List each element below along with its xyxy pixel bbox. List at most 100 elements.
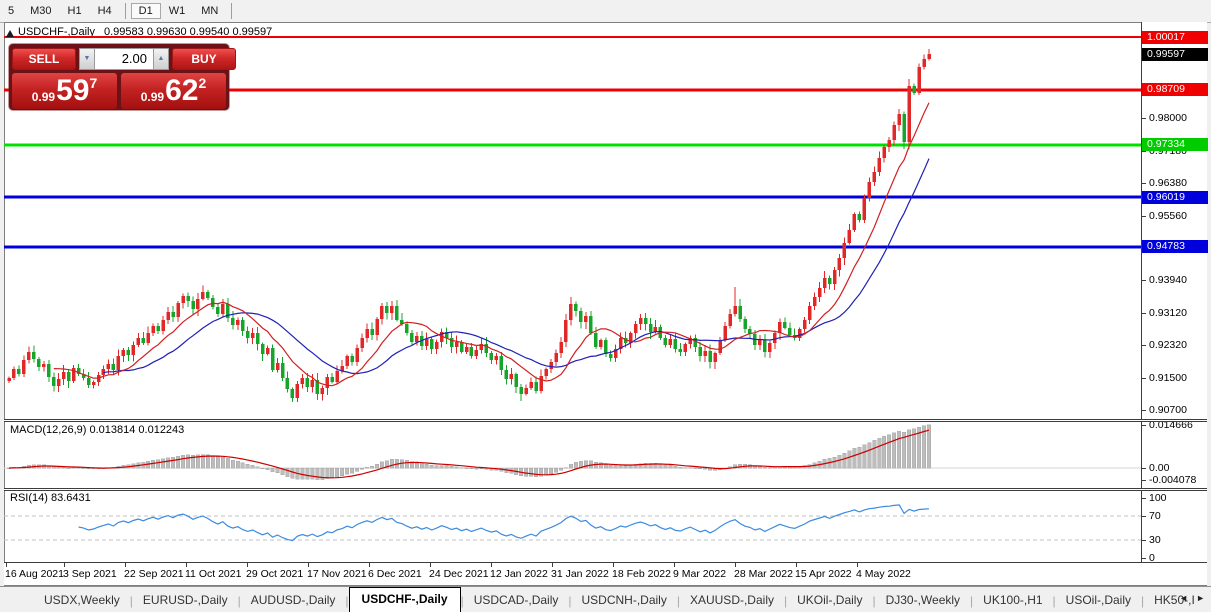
price-badge-0.97334: 0.97334 [1142, 138, 1208, 152]
symbol-tab-bar: USDX,Weekly | EURUSD-,Daily | AUDUSD-,Daily |… [0, 586, 1211, 612]
chart-ohlc-values: 0.99583 0.99630 0.99540 0.99597 [104, 26, 273, 38]
down-arrow-icon: ▼ [83, 55, 91, 62]
price-tick: 0.91500 [1149, 372, 1187, 384]
axis-tick-mark [1142, 540, 1146, 541]
axis-tick-mark [1142, 345, 1146, 347]
rsi-tick: 30 [1149, 534, 1161, 546]
buy-price-big: 62 [165, 74, 199, 107]
tab-audusd-daily[interactable]: AUDUSD-,Daily [250, 593, 336, 607]
tab-separator: | [345, 594, 349, 608]
axis-tick-mark [1142, 215, 1146, 217]
timeframe-m30[interactable]: M30 [30, 5, 52, 17]
x-axis-date: 16 Aug 2021 [5, 568, 64, 580]
tab-usoil-daily[interactable]: USOil-,Daily [1065, 593, 1132, 607]
chart-symbol-label: USDCHF-,Daily [18, 26, 95, 38]
timeframe-mn[interactable]: MN [201, 5, 219, 17]
tab-separator: | [1141, 594, 1145, 608]
macd-tick: -0.004078 [1149, 473, 1197, 486]
tab-scroll-right-icon[interactable]: ► [1196, 593, 1205, 603]
price-badge-0.94783: 0.94783 [1142, 240, 1208, 254]
panel-splitter-macd[interactable] [4, 419, 1207, 422]
rsi-bottom-border [4, 562, 1207, 563]
tab-usdcnh-daily[interactable]: USDCNH-,Daily [581, 593, 667, 607]
date-tick-mark [247, 563, 248, 567]
candlestick-plot[interactable] [4, 22, 1141, 420]
date-tick-mark [857, 563, 858, 567]
macd-tick: 0.00 [1149, 462, 1170, 474]
tab-separator: | [129, 594, 133, 608]
tab-scroll-left-icon[interactable]: ◄ [1179, 593, 1189, 603]
tab-separator: | [970, 594, 974, 608]
rsi-plot[interactable] [4, 491, 1141, 562]
chart-window [4, 22, 1207, 586]
x-axis-date: 3 Sep 2021 [63, 568, 117, 580]
axis-tick-mark [1142, 516, 1146, 517]
tab-separator: | [460, 594, 464, 608]
rsi-tick: 70 [1149, 510, 1161, 522]
price-axis: 0.980000.971800.963800.955600.939400.931… [1141, 22, 1208, 564]
axis-tick-mark [1142, 424, 1146, 426]
price-tick: 0.98000 [1149, 112, 1187, 124]
tab-separator: | [1052, 594, 1056, 608]
price-tick: 0.96380 [1149, 176, 1187, 189]
tab-eurusd-daily[interactable]: EURUSD-,Daily [142, 593, 228, 607]
volume-increase-button[interactable]: ▲ [153, 47, 169, 70]
buy-button[interactable]: BUY [172, 47, 236, 70]
x-axis-date: 18 Feb 2022 [612, 568, 671, 580]
volume-input[interactable] [95, 47, 153, 70]
date-tick-mark [674, 563, 675, 567]
tab-uk100-h1[interactable]: UK100-,H1 [983, 593, 1043, 607]
x-axis-date: 9 Mar 2022 [673, 568, 727, 580]
date-tick-mark [64, 563, 65, 567]
price-tick: 0.93120 [1149, 307, 1187, 320]
axis-tick-mark [1142, 479, 1146, 481]
macd-plot[interactable] [4, 422, 1141, 488]
ma-fast-line [53, 102, 930, 387]
volume-spinner: ▼ ▲ [79, 47, 169, 70]
timeframe-h1[interactable]: H1 [67, 5, 82, 17]
x-axis-date: 4 May 2022 [856, 568, 911, 580]
rsi-indicator-label: RSI(14) 83.6431 [10, 492, 91, 504]
price-badge-1.00017: 1.00017 [1142, 30, 1208, 44]
date-tick-mark [491, 563, 492, 567]
tab-separator: | [783, 594, 788, 608]
price-tick: 0.95560 [1149, 209, 1187, 222]
timeframe-5[interactable]: 5 [8, 5, 15, 17]
timeframe-d1[interactable]: D1 [130, 3, 161, 19]
axis-tick-mark [1142, 182, 1146, 184]
timeframe-h4[interactable]: H4 [97, 5, 112, 17]
x-axis-date: 11 Oct 2021 [185, 568, 242, 580]
panel-splitter-rsi[interactable] [4, 488, 1207, 491]
one-click-trading-panel: SELL ▼ ▲ BUY 0.99 59 7 0.99 62 2 [9, 44, 236, 110]
macd-signal-line [8, 429, 930, 479]
chart-shift-marker-icon[interactable] [6, 30, 14, 37]
price-tick: 0.90700 [1149, 404, 1187, 416]
volume-decrease-button[interactable]: ▼ [79, 47, 95, 70]
tab-usdx-weekly[interactable]: USDX,Weekly [44, 593, 120, 607]
axis-tick-mark [1142, 558, 1146, 559]
tab-xauusd-daily[interactable]: XAUUSD-,Daily [689, 593, 774, 607]
axis-tick-mark [1142, 378, 1146, 379]
time-axis: 16 Aug 2021 3 Sep 2021 22 Sep 2021 11 Oct 2… [4, 563, 1207, 585]
tab-hk50-i[interactable]: HK50-,I [1154, 593, 1195, 607]
tab-usdchf-daily[interactable]: USDCHF-,Daily [348, 587, 461, 612]
tab-scroll-buttons: ◄ ► [1179, 593, 1205, 603]
chart-title: USDCHF-,Daily 0.99583 0.99630 0.99540 0.9… [18, 26, 272, 38]
date-tick-mark [125, 563, 126, 567]
buy-price-display[interactable]: 0.99 62 2 [121, 73, 226, 109]
timeframe-w1[interactable]: W1 [168, 5, 186, 17]
price-tick: 0.93940 [1149, 274, 1187, 287]
macd-indicator-label: MACD(12,26,9) 0.013814 0.012243 [10, 424, 185, 436]
sell-button[interactable]: SELL [12, 47, 76, 70]
tab-usdcad-daily[interactable]: USDCAD-,Daily [473, 593, 559, 607]
tab-dj30-weekly[interactable]: DJ30-,Weekly [885, 593, 961, 607]
sell-price-display[interactable]: 0.99 59 7 [12, 73, 117, 109]
tab-separator: | [237, 594, 241, 608]
date-tick-mark [308, 563, 309, 567]
date-tick-mark [186, 563, 187, 567]
tab-ukoil-daily[interactable]: UKOil-,Daily [797, 593, 863, 607]
x-axis-date: 15 Apr 2022 [795, 568, 852, 580]
x-axis-date: 28 Mar 2022 [734, 568, 793, 580]
axis-tick-mark [1142, 150, 1146, 152]
